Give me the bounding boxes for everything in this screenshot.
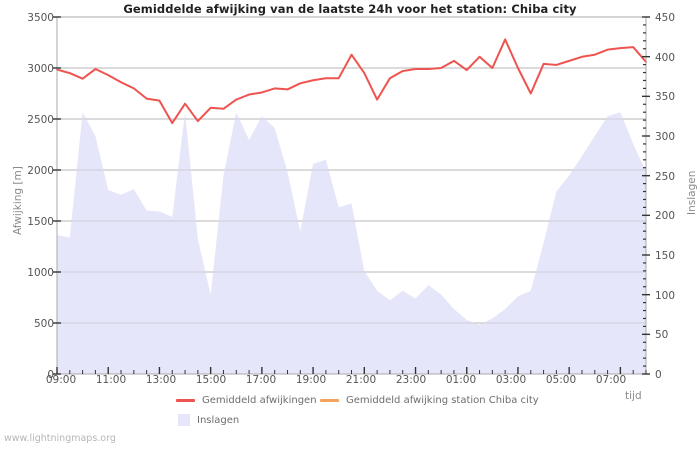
watermark: www.lightningmaps.org: [4, 433, 116, 444]
y-left-tick-2000: 2000: [27, 165, 54, 177]
y-right-tick-300: 300: [655, 131, 676, 143]
x-tick-0500: 05:00: [545, 374, 577, 386]
x-tick-0700: 07:00: [595, 374, 627, 386]
line-series-gemiddeld-afwijkingen: [56, 38, 647, 125]
x-tick-0900: 09:00: [45, 374, 77, 386]
legend-label-strikes: Inslagen: [197, 414, 240, 426]
legend-swatch-box-strikes: [178, 414, 190, 426]
legend-item-strikes[interactable]: Inslagen: [178, 414, 239, 426]
legend-swatch-line-station: [320, 399, 339, 402]
x-tick-1700: 17:00: [245, 374, 277, 386]
y-right-tick-350: 350: [655, 91, 676, 103]
x-tick-1100: 11:00: [95, 374, 127, 386]
y-right-tick-0: 0: [655, 369, 662, 381]
y-right-tick-400: 400: [655, 52, 676, 64]
x-tick-1900: 19:00: [295, 374, 327, 386]
legend-label-station: Gemiddeld afwijking station Chiba city: [346, 395, 539, 406]
y-left-tick-3500: 3500: [27, 12, 54, 24]
x-tick-0100: 01:00: [445, 374, 477, 386]
y-right-tick-50: 50: [655, 329, 669, 341]
y-left-tick-2500: 2500: [27, 114, 54, 126]
x-tick-0300: 03:00: [495, 374, 527, 386]
area-series-inslagen: [57, 112, 646, 374]
y-right-tick-250: 250: [655, 171, 676, 183]
chart-title: Gemiddelde afwijking van de laatste 24h …: [123, 2, 577, 16]
y-right-tick-150: 150: [655, 250, 676, 262]
x-axis-title: tijd: [625, 390, 642, 402]
y-left-tick-500: 500: [33, 318, 54, 330]
y-left-tick-3000: 3000: [27, 63, 54, 75]
x-tick-1300: 13:00: [145, 374, 177, 386]
legend-item-deviation[interactable]: Gemiddeld afwijkingen: [176, 395, 317, 406]
y-right-tick-100: 100: [655, 290, 676, 302]
y-right-tick-450: 450: [655, 12, 676, 24]
legend-item-station[interactable]: Gemiddeld afwijking station Chiba city: [320, 395, 539, 406]
y-left-tick-1500: 1500: [27, 216, 54, 228]
legend-swatch-line-deviation: [176, 399, 195, 402]
x-tick-2100: 21:00: [345, 374, 377, 386]
chart-legend: Gemiddeld afwijkingen Gemiddeld afwijkin…: [0, 391, 700, 431]
x-tick-2300: 23:00: [395, 374, 427, 386]
legend-label-deviation: Gemiddeld afwijkingen: [202, 395, 317, 406]
y-left-tick-1000: 1000: [27, 267, 54, 279]
y-right-tick-200: 200: [655, 210, 676, 222]
y-left-tick-0: 0: [47, 369, 54, 381]
x-tick-1500: 15:00: [195, 374, 227, 386]
